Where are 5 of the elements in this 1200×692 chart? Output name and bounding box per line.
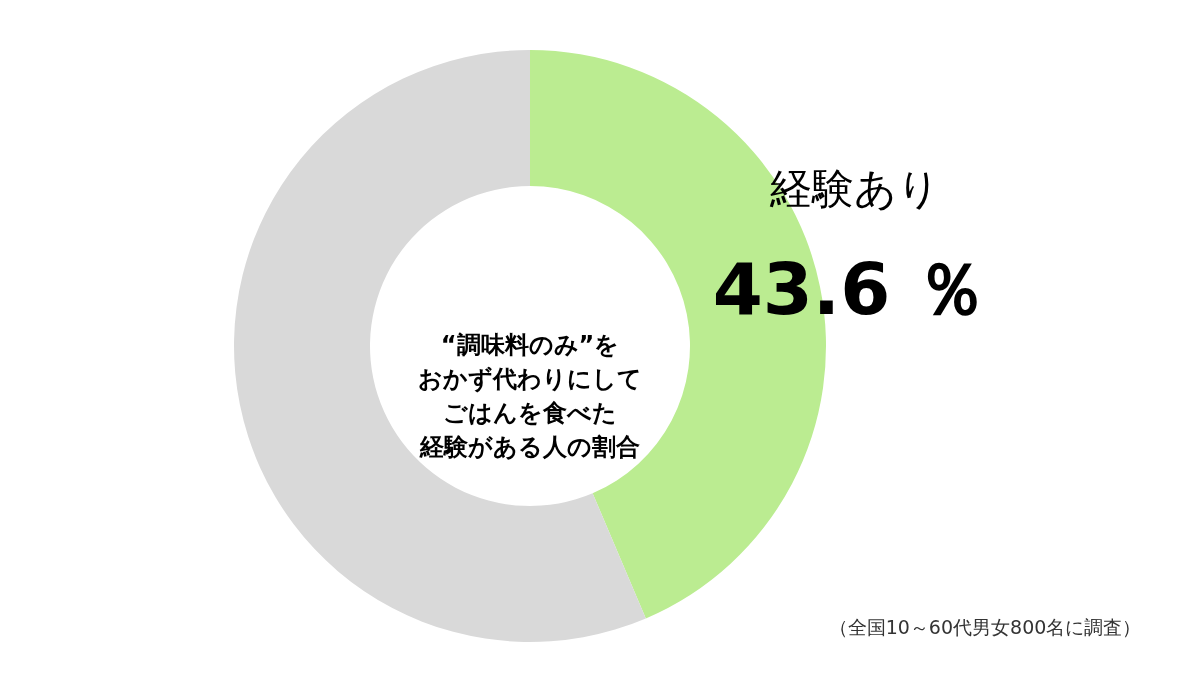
donut-slice bbox=[234, 50, 646, 642]
text: （全国10～60代男女800名に調査） bbox=[828, 616, 1142, 638]
data-label: 43.6 ％ bbox=[712, 247, 988, 331]
text: “調味料のみ”をおかず代わりにしてごはんを食べた経験がある人の割合 bbox=[418, 331, 642, 461]
slice-label: 経験あり bbox=[769, 164, 940, 213]
